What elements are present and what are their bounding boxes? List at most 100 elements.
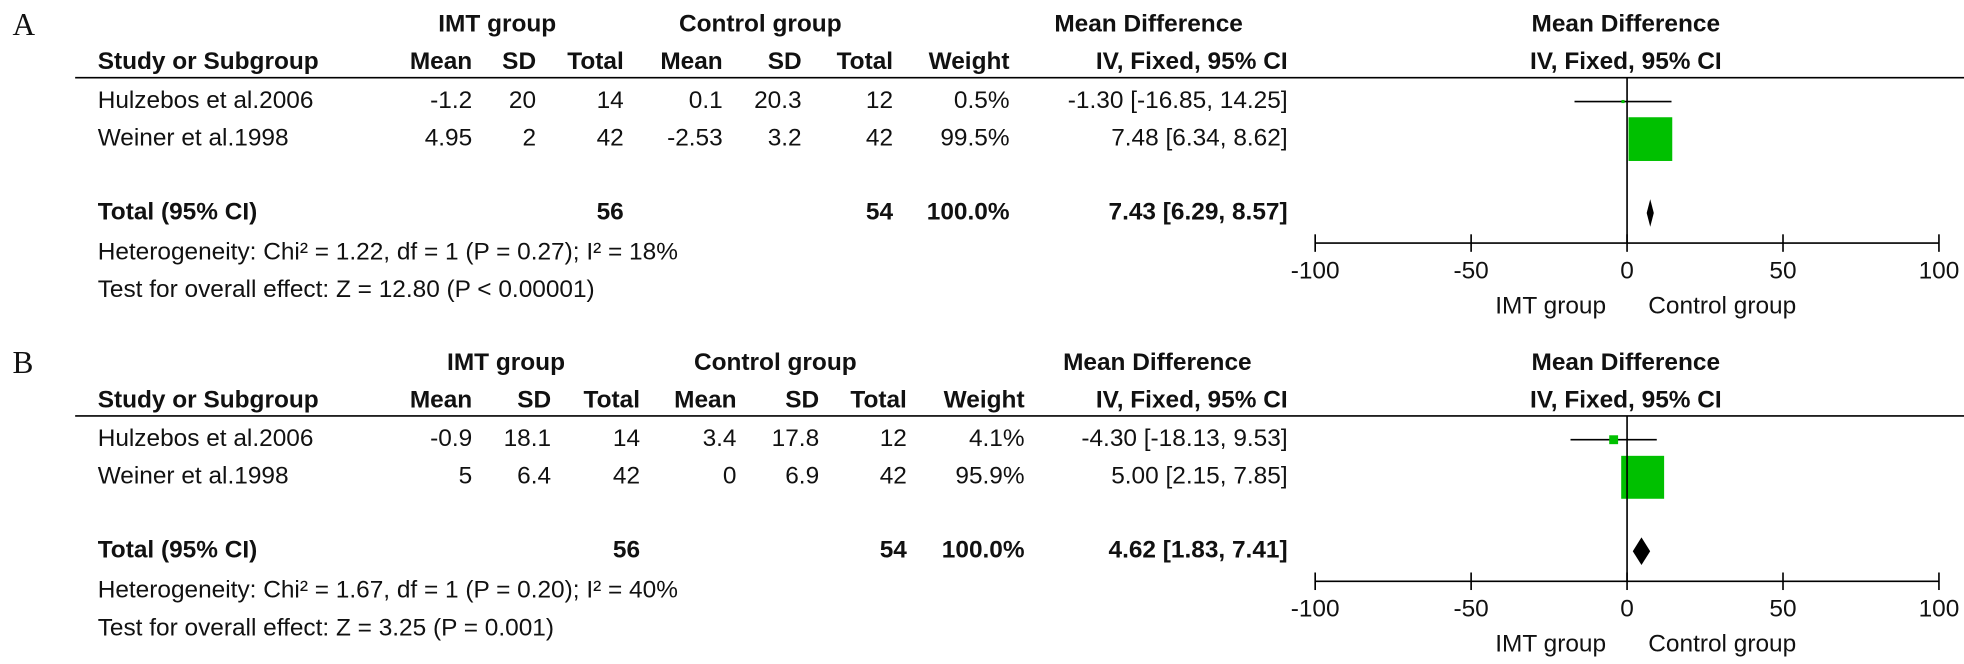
cell: 14 (613, 425, 640, 452)
column-header: IV, Fixed, 95% CI (1096, 386, 1288, 413)
total-cell: 56 (597, 198, 624, 225)
cell: 0.5% (954, 87, 1010, 114)
column-header: Total (567, 48, 624, 75)
pooled-diamond (1646, 199, 1654, 227)
cell: 95.9% (955, 463, 1024, 490)
cell: 42 (613, 463, 640, 490)
group-header: IMT group (447, 349, 565, 376)
column-header: SD (785, 386, 819, 413)
column-header: Mean (410, 48, 472, 75)
effect-square (1621, 99, 1625, 104)
plot-title: Mean Difference (1532, 11, 1721, 38)
total-label: Total (95% CI) (98, 198, 258, 225)
panel-label: B (13, 345, 34, 380)
cell: 0.1 (689, 87, 723, 114)
total-cell: 100.0% (927, 198, 1010, 225)
cell: -1.2 (430, 87, 472, 114)
x-tick-label: 100 (1919, 257, 1960, 284)
column-header: SD (517, 386, 551, 413)
cell: 17.8 (772, 425, 820, 452)
cell: 6.4 (517, 463, 551, 490)
x-tick-label: 0 (1620, 257, 1634, 284)
group-header: Control group (694, 349, 857, 376)
cell: 0 (723, 463, 737, 490)
x-tick-label: -100 (1291, 257, 1340, 284)
cell: 42 (880, 463, 907, 490)
cell: 20.3 (754, 87, 802, 114)
column-header: Weight (929, 48, 1010, 75)
cell: 2 (523, 125, 537, 152)
column-header: SD (768, 48, 802, 75)
heterogeneity: Heterogeneity: Chi² = 1.67, df = 1 (P = … (98, 577, 678, 604)
cell: -0.9 (430, 425, 472, 452)
cell: 99.5% (940, 125, 1009, 152)
x-tick-label: -50 (1453, 257, 1488, 284)
total-cell: 54 (866, 198, 894, 225)
column-header: IV, Fixed, 95% CI (1096, 48, 1288, 75)
total-cell: 56 (613, 537, 640, 564)
cell: 12 (880, 425, 907, 452)
study-name: Weiner et al.1998 (98, 463, 289, 490)
effect-square (1621, 455, 1665, 499)
column-header: Mean (674, 386, 736, 413)
overall-effect: Test for overall effect: Z = 3.25 (P = 0… (98, 614, 554, 641)
study-name: Hulzebos et al.2006 (98, 425, 314, 452)
x-tick-label: -100 (1291, 596, 1340, 623)
x-direction-label: Control group (1648, 631, 1796, 658)
group-header: Control group (679, 11, 842, 38)
effect-square (1628, 117, 1673, 161)
cell: 3.4 (703, 425, 737, 452)
cell: 20 (509, 87, 536, 114)
heterogeneity: Heterogeneity: Chi² = 1.22, df = 1 (P = … (98, 239, 678, 266)
x-tick-label: 50 (1769, 257, 1796, 284)
study-name: Weiner et al.1998 (98, 125, 289, 152)
x-direction-label: Control group (1648, 292, 1796, 319)
cell: -2.53 (667, 125, 723, 152)
column-header: Total (584, 386, 641, 413)
cell: -4.30 [-18.13, 9.53] (1081, 425, 1287, 452)
group-header: Mean Difference (1063, 349, 1252, 376)
x-direction-label: IMT group (1495, 631, 1606, 658)
effect-square (1609, 435, 1619, 445)
cell: 42 (866, 125, 893, 152)
cell: 42 (597, 125, 624, 152)
group-header: Mean Difference (1054, 11, 1243, 38)
total-cell: 54 (880, 537, 908, 564)
cell: 4.95 (425, 125, 473, 152)
pooled-diamond (1632, 537, 1651, 565)
column-header: Study or Subgroup (98, 386, 319, 413)
cell: 7.48 [6.34, 8.62] (1111, 125, 1287, 152)
column-header: Study or Subgroup (98, 48, 319, 75)
cell: 4.1% (969, 425, 1025, 452)
column-header: SD (502, 48, 536, 75)
x-tick-label: 100 (1919, 596, 1960, 623)
total-cell: 100.0% (942, 537, 1025, 564)
column-header: Mean (410, 386, 472, 413)
cell: 5.00 [2.15, 7.85] (1111, 463, 1287, 490)
column-header: Weight (944, 386, 1025, 413)
cell: 14 (597, 87, 624, 114)
x-tick-label: 50 (1769, 596, 1796, 623)
cell: 12 (866, 87, 893, 114)
x-tick-label: 0 (1620, 596, 1634, 623)
cell: 18.1 (504, 425, 552, 452)
study-name: Hulzebos et al.2006 (98, 87, 314, 114)
column-header: Mean (660, 48, 722, 75)
group-header: IMT group (438, 11, 556, 38)
x-tick-label: -50 (1453, 596, 1488, 623)
panel-label: A (13, 7, 36, 42)
cell: 6.9 (785, 463, 819, 490)
plot-subtitle: IV, Fixed, 95% CI (1530, 386, 1722, 413)
column-header: Total (837, 48, 893, 75)
overall-effect: Test for overall effect: Z = 12.80 (P < … (98, 276, 595, 303)
total-cell: 7.43 [6.29, 8.57] (1109, 198, 1288, 225)
cell: 3.2 (768, 125, 802, 152)
plot-title: Mean Difference (1532, 349, 1721, 376)
cell: -1.30 [-16.85, 14.25] (1068, 87, 1288, 114)
cell: 5 (459, 463, 473, 490)
column-header: Total (850, 386, 906, 413)
plot-subtitle: IV, Fixed, 95% CI (1530, 48, 1722, 75)
x-direction-label: IMT group (1495, 292, 1606, 319)
